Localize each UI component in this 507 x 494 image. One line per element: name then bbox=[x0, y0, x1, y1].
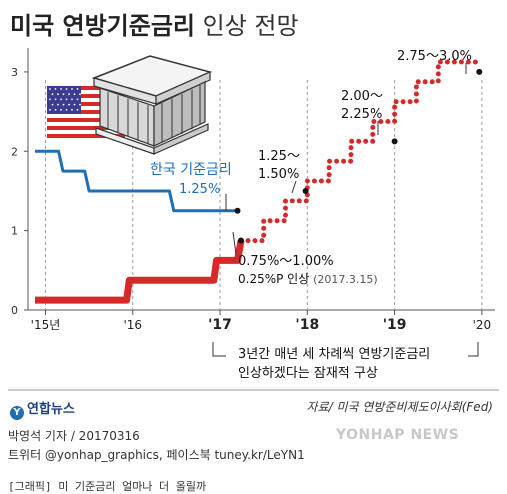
graphic-caption: [그래픽] 미 기준금리 얼마나 더 올릴까 bbox=[8, 480, 207, 493]
rate-2019-bottom: 2.25% bbox=[341, 107, 382, 122]
korea-rate-label: 한국 기준금리 bbox=[150, 162, 232, 178]
data-marker bbox=[237, 237, 244, 244]
yonhap-logo: Y 연합뉴스 bbox=[10, 398, 75, 420]
bracket-line1: 3년간 매년 세 차례씩 연방기준금리 bbox=[238, 347, 430, 362]
flag-star bbox=[79, 103, 81, 106]
x-tick-label: '15년 bbox=[31, 318, 61, 332]
logo-text: 연합뉴스 bbox=[27, 402, 75, 417]
flag-star bbox=[71, 88, 73, 90]
y-tick-label: 1 bbox=[11, 225, 18, 238]
author-line: 박영석 기자 / 20170316 bbox=[8, 429, 140, 443]
data-marker bbox=[234, 207, 241, 214]
current-note-text: 0.25%P 인상 bbox=[238, 272, 313, 286]
y-tick-label: 0 bbox=[11, 304, 18, 317]
flag-star bbox=[60, 108, 62, 111]
flag-stripe bbox=[47, 110, 125, 114]
current-leader bbox=[232, 231, 237, 255]
data-marker bbox=[391, 138, 398, 145]
series-line bbox=[238, 59, 480, 244]
flag-star bbox=[76, 98, 79, 101]
x-tick-label: '19 bbox=[383, 317, 407, 333]
flag-star bbox=[73, 93, 76, 96]
rate-2018-top: 1.25～ bbox=[258, 149, 300, 164]
flag-stripe bbox=[47, 102, 125, 106]
flag-star bbox=[73, 103, 76, 106]
current-range-label: 0.75%～1.00% bbox=[238, 254, 334, 269]
title-main: 미국 연방기준금리 bbox=[10, 12, 195, 40]
chart-title: 미국 연방기준금리 인상 전망 bbox=[10, 6, 299, 41]
logo-mark: Y bbox=[10, 406, 24, 420]
rate-2019-top: 2.00～ bbox=[341, 89, 383, 104]
flag-star bbox=[57, 93, 59, 96]
flag-star bbox=[65, 88, 68, 90]
rate-2018-bottom: 1.50% bbox=[258, 167, 299, 182]
flag-star bbox=[68, 93, 70, 96]
flag-star bbox=[49, 98, 51, 101]
x-tick-label: '17 bbox=[208, 317, 232, 333]
flag-star bbox=[62, 103, 65, 106]
flag-star bbox=[79, 93, 81, 96]
y-tick-label: 3 bbox=[11, 66, 18, 79]
flag-star bbox=[68, 103, 70, 106]
rate-chart: 0 1 2 3 '15년 '16 '17 '18 '19 '20 한국 기준금리 1.25% 0.… bbox=[8, 48, 499, 391]
bracket-line2: 인상하겠다는 잠재적 구상 bbox=[238, 366, 378, 381]
flag-star bbox=[71, 98, 73, 101]
series-layer bbox=[35, 59, 480, 304]
flag-star bbox=[54, 88, 57, 90]
flag-star bbox=[49, 108, 51, 111]
title-sub: 인상 전망 bbox=[195, 12, 299, 40]
flag-star bbox=[60, 88, 62, 90]
flag-stripe bbox=[47, 86, 125, 90]
y-tick-label: 2 bbox=[11, 145, 18, 158]
current-date-text: (2017.3.15) bbox=[313, 273, 378, 286]
yonhap-watermark: YONHAP NEWS bbox=[336, 427, 460, 443]
flag-stripe bbox=[47, 126, 125, 130]
flag-star bbox=[57, 103, 59, 106]
korea-rate-value: 1.25% bbox=[179, 182, 220, 197]
series-line bbox=[35, 149, 238, 213]
flag-star bbox=[62, 93, 65, 96]
x-tick-label: '16 bbox=[123, 318, 142, 332]
rate-2020-label: 2.75～3.0% bbox=[397, 49, 472, 64]
marker-layer bbox=[234, 68, 483, 244]
twitter-line: 트위터 @yonhap_graphics, 페이스북 tuney.kr/LeYN… bbox=[8, 448, 305, 462]
r2018-leader bbox=[291, 180, 297, 194]
chart-axes: 0 1 2 3 '15년 '16 '17 '18 '19 '20 bbox=[11, 48, 495, 333]
flag-stripe bbox=[47, 94, 125, 98]
current-note-label: 0.25%P 인상 (2017.3.15) bbox=[238, 272, 378, 286]
flag-star bbox=[51, 103, 54, 106]
x-tick-label: '20 bbox=[473, 318, 492, 332]
flag-star bbox=[76, 108, 79, 111]
flag-star bbox=[65, 108, 68, 111]
flag-star bbox=[60, 98, 62, 101]
data-marker bbox=[476, 68, 483, 75]
flag-star bbox=[51, 93, 54, 96]
flag-star bbox=[49, 88, 51, 90]
flag-star bbox=[65, 98, 68, 101]
flag-star bbox=[76, 88, 79, 90]
x-tick-label: '18 bbox=[295, 317, 319, 333]
bracket bbox=[212, 342, 479, 357]
us-flag-icon bbox=[46, 85, 126, 139]
flag-stripe bbox=[47, 118, 125, 122]
data-marker bbox=[302, 187, 309, 194]
flag-star bbox=[71, 108, 73, 111]
series-line bbox=[35, 239, 245, 304]
fed-building-icon bbox=[91, 55, 213, 155]
flag-star bbox=[54, 108, 57, 111]
source-note: 자료/ 미국 연방준비제도이사회(Fed) bbox=[306, 400, 493, 414]
flag-star bbox=[54, 98, 57, 101]
flag-stripe bbox=[47, 134, 125, 138]
